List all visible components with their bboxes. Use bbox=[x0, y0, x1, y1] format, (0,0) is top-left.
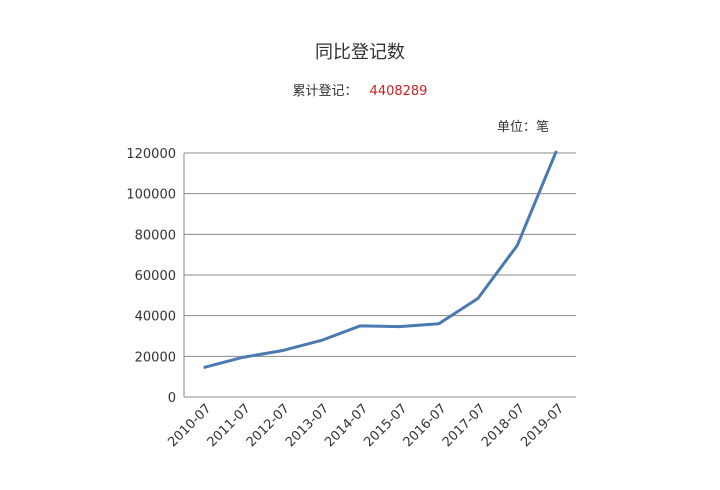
cumulative-registration: 累计登记： 4408289 bbox=[0, 80, 720, 99]
y-tick-label: 20000 bbox=[135, 350, 176, 365]
series-line bbox=[203, 150, 558, 369]
y-tick-label: 80000 bbox=[135, 228, 176, 243]
series-lines bbox=[203, 150, 558, 369]
cumulative-label: 累计登记： bbox=[292, 84, 358, 99]
y-tick-label: 40000 bbox=[135, 310, 176, 325]
y-tick-label: 0 bbox=[168, 391, 176, 406]
y-tick-label: 100000 bbox=[126, 188, 176, 203]
x-axis-ticks: 2010-072011-072012-072013-072014-072015-… bbox=[165, 401, 567, 450]
x-tick-label: 2019-07 bbox=[518, 401, 567, 450]
y-axis-ticks: 0 20000 40000 60000 80000 100000 120000 bbox=[126, 147, 176, 406]
y-tick-label: 120000 bbox=[126, 147, 176, 162]
y-gridlines bbox=[183, 152, 576, 398]
y-tick-label: 60000 bbox=[135, 269, 176, 284]
chart-title: 同比登记数 bbox=[315, 42, 405, 63]
cumulative-total: 4408289 bbox=[369, 84, 428, 99]
unit-label: 单位：笔 bbox=[497, 120, 550, 135]
